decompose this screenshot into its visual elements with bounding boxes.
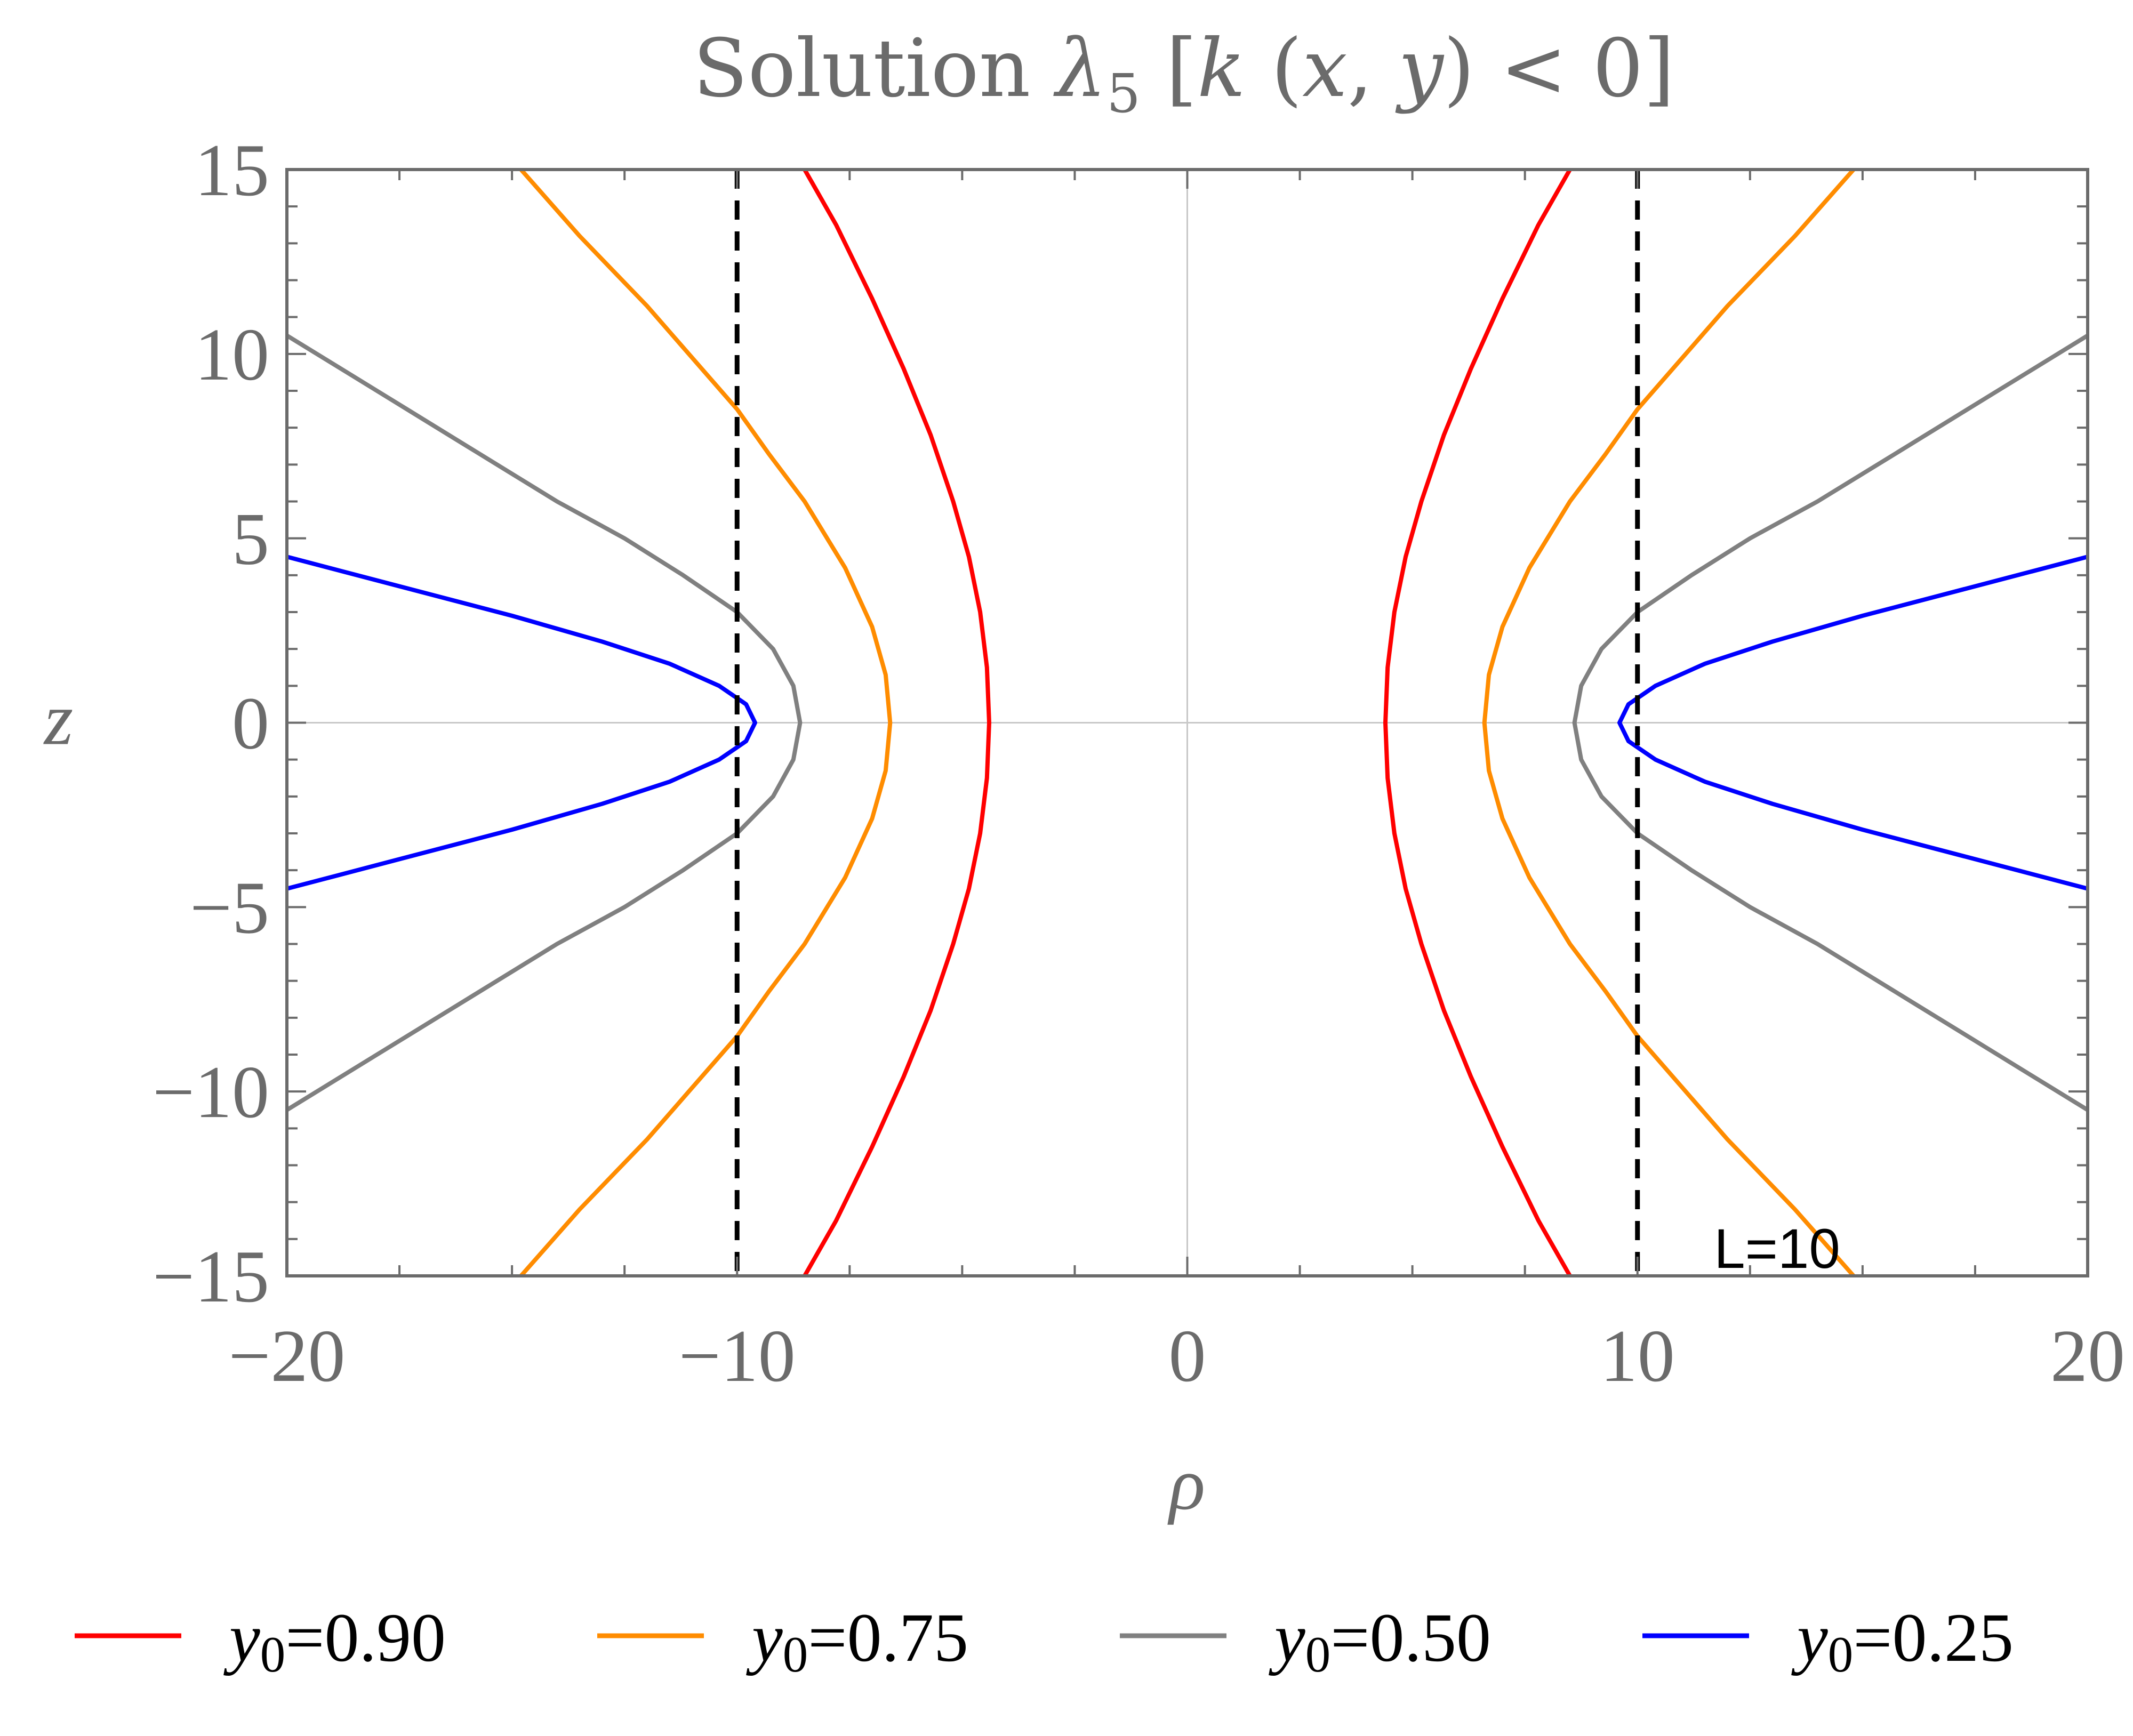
x-tick-label: 0 (1169, 1315, 1206, 1397)
y-tick-label: 10 (195, 314, 269, 396)
legend-label: y0=0.50 (1269, 1600, 1491, 1683)
legend-item-2: y0=0.75 (597, 1600, 968, 1683)
y-tick-label: −10 (153, 1051, 269, 1134)
title-k: k (1197, 22, 1246, 115)
legend-label: y0=0.75 (746, 1600, 968, 1683)
title-prefix: Solution (693, 22, 1056, 115)
legend: y0=0.90 y0=0.75 y0=0.50 y0=0.25 (75, 1600, 2014, 1683)
series-line-3-left (285, 333, 803, 1112)
series-line-2-right (1482, 168, 1855, 1277)
title-close: ) < 0] (1444, 22, 1675, 115)
x-tick-label: 20 (2050, 1315, 2125, 1397)
x-tick-label: 10 (1600, 1315, 1675, 1397)
series-line-4-left (286, 554, 757, 891)
legend-item-4: y0=0.25 (1642, 1600, 2014, 1683)
x-tick-label: −20 (229, 1315, 346, 1397)
title-x: x (1302, 22, 1348, 115)
title-y: y (1395, 22, 1445, 115)
series-line-3-right (1572, 333, 2089, 1112)
legend-label: y0=0.25 (1791, 1600, 2014, 1683)
legend-item-3: y0=0.50 (1120, 1600, 1491, 1683)
y-tick-label: −15 (153, 1235, 269, 1318)
gridlines (287, 170, 2088, 1276)
title-lambda-sub: 5 (1106, 62, 1141, 125)
annotation-label: L=10 (1714, 1218, 1840, 1280)
axis-ticks (286, 168, 2089, 1277)
series-layer (285, 168, 2089, 1277)
y-axis-label: z (43, 678, 73, 761)
title-comma: , (1348, 22, 1398, 115)
tick-labels: −20 −10 0 10 20 −15 −10 −5 0 5 10 15 (153, 129, 2125, 1397)
title-args-open: ( (1246, 22, 1302, 115)
legend-label: y0=0.90 (223, 1600, 446, 1683)
series-line-1-left (803, 168, 991, 1277)
x-tick-label: −10 (679, 1315, 796, 1397)
series-line-1-right (1383, 168, 1572, 1277)
series-line-2-left (519, 168, 893, 1277)
legend-item-1: y0=0.90 (75, 1600, 446, 1683)
series-line-4-right (1617, 554, 2089, 891)
chart-title: Solution λ5 [k (x, y) < 0] (693, 22, 1675, 125)
y-tick-label: 5 (232, 498, 269, 581)
title-lambda: λ (1053, 22, 1106, 115)
y-tick-label: −5 (190, 866, 269, 949)
y-tick-label: 0 (232, 682, 269, 765)
title-open: [ (1141, 22, 1197, 115)
x-axis-label: ρ (1167, 1443, 1205, 1525)
y-tick-label: 15 (195, 129, 269, 212)
